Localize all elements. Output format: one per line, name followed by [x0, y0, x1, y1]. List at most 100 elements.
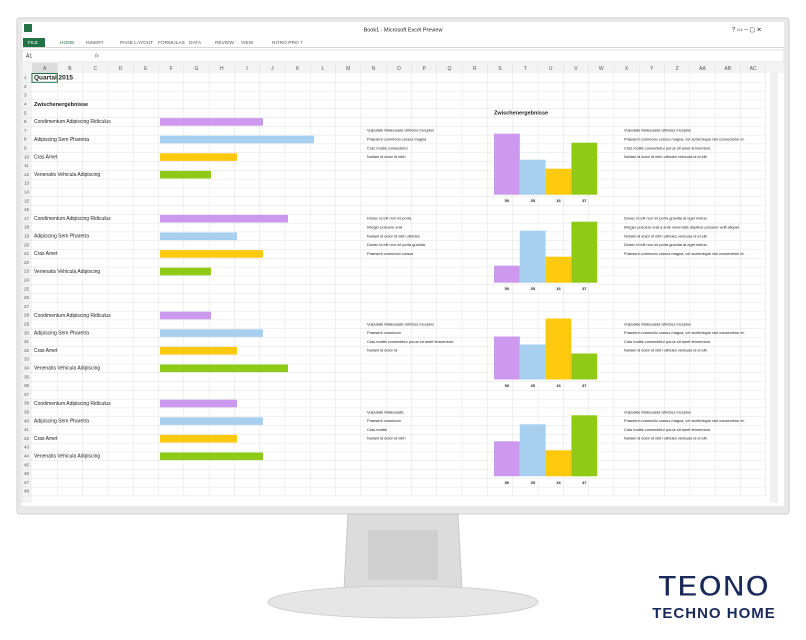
column-header: W — [599, 66, 604, 72]
note-long: Praesent commodo cursus magna, vel scele… — [624, 330, 745, 335]
window-title: Book1 - Microsoft Excel Preview — [364, 27, 443, 33]
note-short: Cras mattis consectetur — [367, 145, 409, 150]
column-header: L — [322, 66, 325, 72]
column-header: O — [397, 66, 401, 72]
row-label: Venenatis Vehicula Adipiscing — [34, 269, 100, 275]
fx-label: fx — [95, 53, 99, 59]
column-category: 50 — [505, 383, 510, 388]
row-header: 43 — [24, 445, 30, 450]
column-category: 35 — [530, 198, 535, 203]
column-bar — [571, 353, 598, 380]
row-label: Condimentum Adipiscing Ridiculus — [34, 313, 111, 319]
ribbon-tab[interactable]: NITRO PRO 7 — [272, 40, 303, 46]
note-long: Praesent commodo cursus magna, vel scele… — [624, 251, 745, 256]
row-header: 47 — [24, 480, 30, 485]
ribbon-tab[interactable]: FILE — [28, 40, 38, 46]
row-header: 41 — [24, 427, 30, 432]
note-long: Nullam id dolor id nibh ultricies vehicu… — [624, 233, 708, 238]
column-category: 50 — [505, 198, 510, 203]
note-long: Nullam id dolor id nibh ultricies vehicu… — [624, 154, 708, 159]
ribbon-tab[interactable]: DATA — [189, 40, 202, 46]
column-header: J — [271, 66, 274, 72]
column-bar — [519, 424, 546, 477]
row-header: 9 — [24, 145, 27, 150]
file-tab[interactable] — [23, 38, 45, 47]
row-header-bar — [22, 73, 32, 503]
note-short: Nullam id dolor id nibh ultricies — [367, 233, 420, 238]
row-label: Cras Amet — [34, 251, 58, 257]
name-box[interactable]: A1 — [26, 53, 32, 59]
column-header: H — [220, 66, 224, 72]
column-header: V — [574, 66, 578, 72]
row-header: 37 — [24, 392, 30, 397]
row-header: 44 — [24, 453, 30, 458]
row-header: 33 — [24, 357, 30, 362]
ribbon-tab[interactable]: PAGE LAYOUT — [120, 40, 153, 46]
scrollbar[interactable] — [770, 73, 778, 503]
row-label: Venenatis Vehicula Adipiscing — [34, 454, 100, 460]
active-column — [32, 63, 58, 73]
logo-brand: TEONO — [658, 570, 770, 603]
row-header: 17 — [24, 216, 30, 221]
row-header: 32 — [24, 348, 30, 353]
note-long: Cras mattis consectetur purus sit amet f… — [624, 339, 711, 344]
ribbon-tab[interactable]: VIEW — [241, 40, 254, 46]
row-label: Cras Amet — [34, 154, 58, 160]
chart-heading: Zwischenergebnisse — [494, 111, 548, 117]
row-label: Cras Amet — [34, 436, 58, 442]
note-long: Nullam id dolor id nibh ultricies vehicu… — [624, 348, 708, 353]
cell-bar — [160, 434, 237, 443]
cell-bar — [160, 214, 288, 223]
row-header: 27 — [24, 304, 30, 309]
column-header: Q — [448, 66, 452, 72]
note-short: Nullam id dolor id nibh — [367, 154, 406, 159]
column-bar — [519, 159, 546, 195]
row-header: 29 — [24, 321, 30, 326]
ribbon-tab[interactable]: FORMULAS — [158, 40, 185, 46]
row-header: 31 — [24, 339, 30, 344]
row-header: 21 — [24, 251, 30, 256]
row-header: 13 — [24, 181, 30, 186]
column-bar — [494, 133, 520, 195]
column-bar — [494, 336, 520, 380]
ribbon-tab[interactable]: INSERT — [86, 40, 104, 46]
row-header: 15 — [24, 198, 30, 203]
column-header: K — [296, 66, 300, 72]
window-controls[interactable]: ? ▭ – ▢ ✕ — [732, 28, 762, 34]
note-short: Donec id elit non mi porta — [367, 216, 412, 221]
row-header: 5 — [24, 110, 27, 115]
ribbon-tab[interactable]: REVIEW — [215, 40, 234, 46]
column-header: G — [195, 66, 199, 72]
column-bar — [571, 415, 598, 477]
row-label: Adipiscing Sem Pharetra — [34, 418, 89, 424]
row-header: 14 — [24, 189, 30, 194]
column-header: N — [372, 66, 376, 72]
column-category: 16 — [556, 286, 561, 291]
row-header: 45 — [24, 462, 30, 467]
column-bar — [571, 142, 598, 195]
row-header: 22 — [24, 260, 30, 265]
column-header-bar — [22, 63, 784, 73]
column-header: AC — [750, 66, 757, 72]
ribbon-line — [22, 47, 784, 48]
ribbon-tab[interactable]: HOME — [60, 40, 74, 46]
row-header: 34 — [24, 365, 30, 370]
stand-base — [267, 585, 539, 619]
sheet-heading: Zwischenergebnisse — [34, 102, 88, 108]
sheet-title: Quartal 2015 — [34, 75, 73, 82]
cell-bar — [160, 364, 288, 373]
row-label: Adipiscing Sem Pharetra — [34, 330, 89, 336]
column-header: B — [68, 66, 72, 72]
column-category: 16 — [556, 480, 561, 485]
column-header: F — [170, 66, 173, 72]
column-category: 35 — [530, 286, 535, 291]
note-short: Praesent commodo — [367, 330, 401, 335]
column-category: 50 — [505, 480, 510, 485]
row-header: 24 — [24, 277, 30, 282]
note-long: Praesent commodo cursus magna, vel scele… — [624, 137, 745, 142]
column-category: 35 — [530, 480, 535, 485]
column-bar — [571, 221, 598, 283]
row-label: Venenatis Vehicula Adipiscing — [34, 172, 100, 178]
cell-bar — [160, 399, 237, 408]
row-label: Adipiscing Sem Pharetra — [34, 137, 89, 143]
